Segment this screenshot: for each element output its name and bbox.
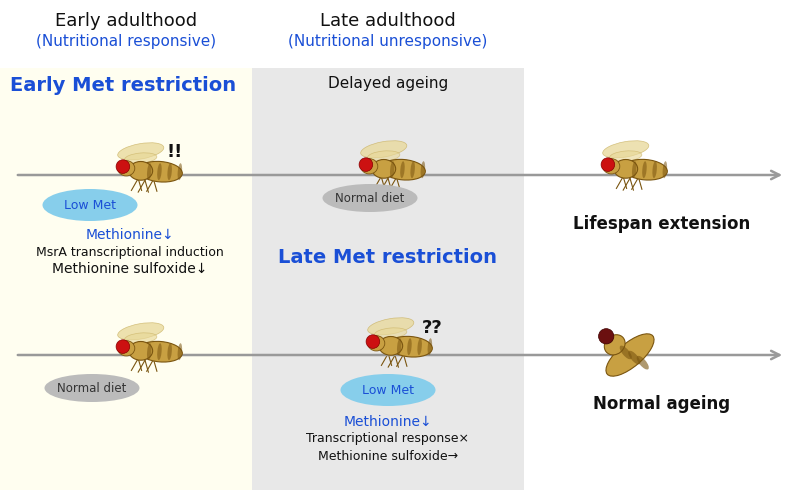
Text: Methionine sulfoxide↓: Methionine sulfoxide↓: [52, 262, 208, 276]
Ellipse shape: [178, 163, 182, 180]
Ellipse shape: [118, 143, 164, 160]
Ellipse shape: [42, 189, 138, 221]
Text: !!: !!: [167, 143, 183, 161]
Text: Delayed ageing: Delayed ageing: [328, 76, 448, 91]
Ellipse shape: [138, 161, 182, 182]
Text: Methionine↓: Methionine↓: [86, 228, 174, 242]
Ellipse shape: [118, 341, 134, 356]
Ellipse shape: [129, 162, 153, 180]
Ellipse shape: [379, 337, 402, 355]
Ellipse shape: [603, 159, 620, 174]
Ellipse shape: [368, 336, 385, 351]
Ellipse shape: [125, 333, 157, 343]
Text: MsrA transcriptional induction: MsrA transcriptional induction: [36, 246, 224, 259]
Ellipse shape: [374, 328, 407, 339]
Ellipse shape: [632, 161, 637, 178]
Text: Transcriptional response×: Transcriptional response×: [306, 432, 470, 445]
Text: Low Met: Low Met: [362, 384, 414, 396]
Ellipse shape: [421, 161, 425, 178]
Ellipse shape: [129, 342, 153, 360]
Ellipse shape: [407, 338, 412, 355]
Bar: [252, 68, 524, 490]
Ellipse shape: [382, 159, 426, 180]
Text: Normal ageing: Normal ageing: [594, 395, 730, 413]
Ellipse shape: [400, 161, 405, 178]
Text: (Nutritional unresponsive): (Nutritional unresponsive): [288, 34, 488, 49]
Ellipse shape: [602, 141, 649, 158]
Ellipse shape: [125, 153, 157, 163]
Text: Normal diet: Normal diet: [58, 382, 126, 394]
Ellipse shape: [116, 340, 130, 353]
Ellipse shape: [359, 158, 373, 172]
Ellipse shape: [390, 161, 394, 178]
Ellipse shape: [322, 184, 418, 212]
Ellipse shape: [601, 158, 614, 172]
Ellipse shape: [368, 318, 414, 335]
Text: Late adulthood: Late adulthood: [320, 12, 456, 30]
Ellipse shape: [418, 338, 422, 355]
Ellipse shape: [118, 323, 164, 340]
Ellipse shape: [366, 335, 380, 348]
Ellipse shape: [341, 374, 435, 406]
Ellipse shape: [614, 160, 638, 178]
Ellipse shape: [158, 163, 162, 180]
Ellipse shape: [637, 356, 649, 369]
Text: Early adulthood: Early adulthood: [55, 12, 197, 30]
Ellipse shape: [158, 343, 162, 360]
Ellipse shape: [361, 159, 378, 174]
Ellipse shape: [606, 334, 654, 376]
Text: Normal diet: Normal diet: [335, 192, 405, 204]
Text: Early Met restriction: Early Met restriction: [10, 76, 236, 95]
Ellipse shape: [118, 161, 134, 176]
Ellipse shape: [388, 336, 432, 357]
Ellipse shape: [138, 342, 182, 362]
Text: ??: ??: [422, 319, 442, 337]
Text: Methionine↓: Methionine↓: [344, 415, 432, 429]
Ellipse shape: [147, 343, 151, 360]
Ellipse shape: [653, 161, 657, 178]
Ellipse shape: [167, 343, 172, 360]
Ellipse shape: [662, 161, 667, 178]
Text: Methionine sulfoxide→: Methionine sulfoxide→: [318, 450, 458, 463]
Text: Late Met restriction: Late Met restriction: [278, 248, 498, 267]
Ellipse shape: [628, 351, 640, 365]
Ellipse shape: [147, 163, 151, 180]
Ellipse shape: [410, 161, 415, 178]
Ellipse shape: [372, 160, 396, 178]
Ellipse shape: [642, 161, 646, 178]
Ellipse shape: [623, 159, 667, 180]
Ellipse shape: [45, 374, 139, 402]
Text: Low Met: Low Met: [64, 198, 116, 212]
Ellipse shape: [428, 338, 432, 355]
Ellipse shape: [361, 141, 407, 158]
Ellipse shape: [178, 343, 182, 360]
Text: (Nutritional responsive): (Nutritional responsive): [36, 34, 216, 49]
Ellipse shape: [604, 335, 625, 355]
Ellipse shape: [620, 345, 632, 359]
Ellipse shape: [368, 151, 400, 161]
Ellipse shape: [116, 160, 130, 173]
Ellipse shape: [167, 163, 172, 180]
Bar: [0, 68, 252, 490]
Ellipse shape: [598, 329, 614, 344]
Text: Lifespan extension: Lifespan extension: [574, 215, 750, 233]
Ellipse shape: [397, 338, 402, 355]
Ellipse shape: [610, 151, 642, 161]
